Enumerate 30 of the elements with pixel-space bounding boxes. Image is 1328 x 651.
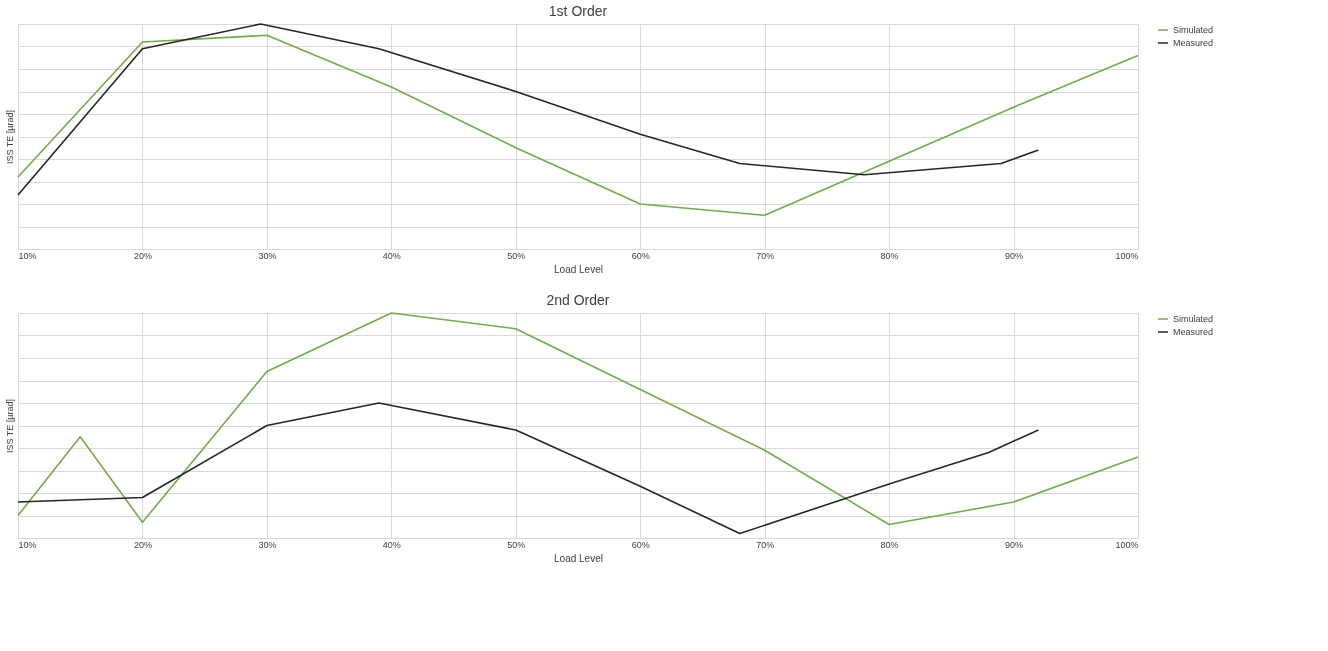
x-tick-label: 30% bbox=[258, 539, 277, 550]
x-tick-label: 80% bbox=[880, 539, 899, 550]
x-axis-title: Load Level bbox=[554, 552, 603, 564]
x-tick-label: 10% bbox=[18, 539, 37, 550]
x-tick-label: 90% bbox=[1005, 539, 1024, 550]
x-tick-label: 100% bbox=[1115, 250, 1139, 261]
chart-title: 2nd Order bbox=[546, 292, 610, 309]
x-tick-label: 30% bbox=[258, 250, 277, 261]
x-tick-label: 70% bbox=[756, 250, 775, 261]
x-tick-label: 10% bbox=[18, 250, 37, 261]
legend-label: Simulated bbox=[1173, 25, 1214, 35]
legend-label: Measured bbox=[1173, 327, 1214, 337]
x-tick-label: 60% bbox=[631, 539, 650, 550]
x-axis-title: Load Level bbox=[554, 263, 603, 275]
x-tick-label: 20% bbox=[133, 539, 152, 550]
x-tick-label: 100% bbox=[1115, 539, 1139, 550]
y-axis-title: ISS TE [µrad] bbox=[4, 109, 15, 165]
x-tick-label: 40% bbox=[382, 539, 401, 550]
y-axis-title: ISS TE [µrad] bbox=[4, 398, 15, 454]
chart-title: 1st Order bbox=[548, 3, 608, 20]
legend-label: Simulated bbox=[1173, 314, 1214, 324]
legend-label: Measured bbox=[1173, 38, 1214, 48]
x-tick-label: 90% bbox=[1005, 250, 1024, 261]
x-tick-label: 60% bbox=[631, 250, 650, 261]
x-tick-label: 50% bbox=[507, 539, 526, 550]
x-tick-label: 80% bbox=[880, 250, 899, 261]
x-tick-label: 70% bbox=[756, 539, 775, 550]
x-tick-label: 20% bbox=[133, 250, 152, 261]
x-tick-label: 50% bbox=[507, 250, 526, 261]
x-tick-label: 40% bbox=[382, 250, 401, 261]
